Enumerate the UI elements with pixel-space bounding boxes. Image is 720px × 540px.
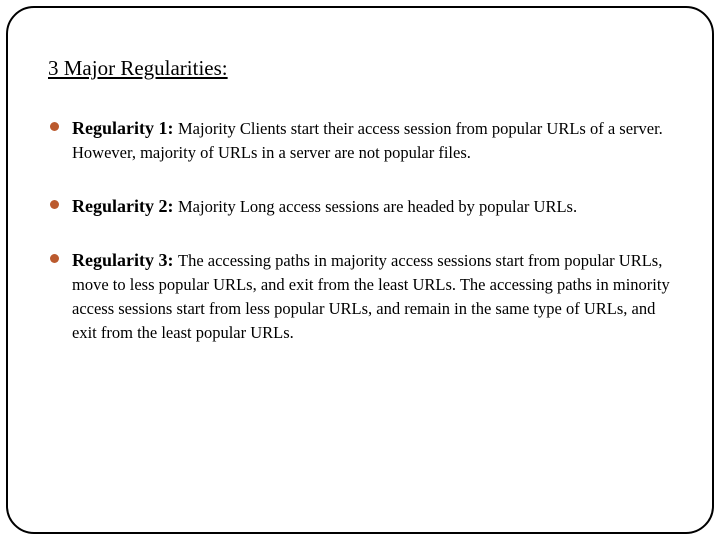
slide-heading: 3 Major Regularities: — [48, 56, 672, 81]
slide-frame: 3 Major Regularities: Regularity 1: Majo… — [6, 6, 714, 534]
list-item: Regularity 1: Majority Clients start the… — [48, 115, 672, 165]
item-label: Regularity 2: — [72, 196, 178, 216]
list-item: Regularity 2: Majority Long access sessi… — [48, 193, 672, 219]
item-label: Regularity 3: — [72, 250, 178, 270]
list-item: Regularity 3: The accessing paths in maj… — [48, 247, 672, 345]
item-label: Regularity 1: — [72, 118, 178, 138]
item-body: Majority Long access sessions are headed… — [178, 197, 577, 216]
regularities-list: Regularity 1: Majority Clients start the… — [48, 115, 672, 345]
